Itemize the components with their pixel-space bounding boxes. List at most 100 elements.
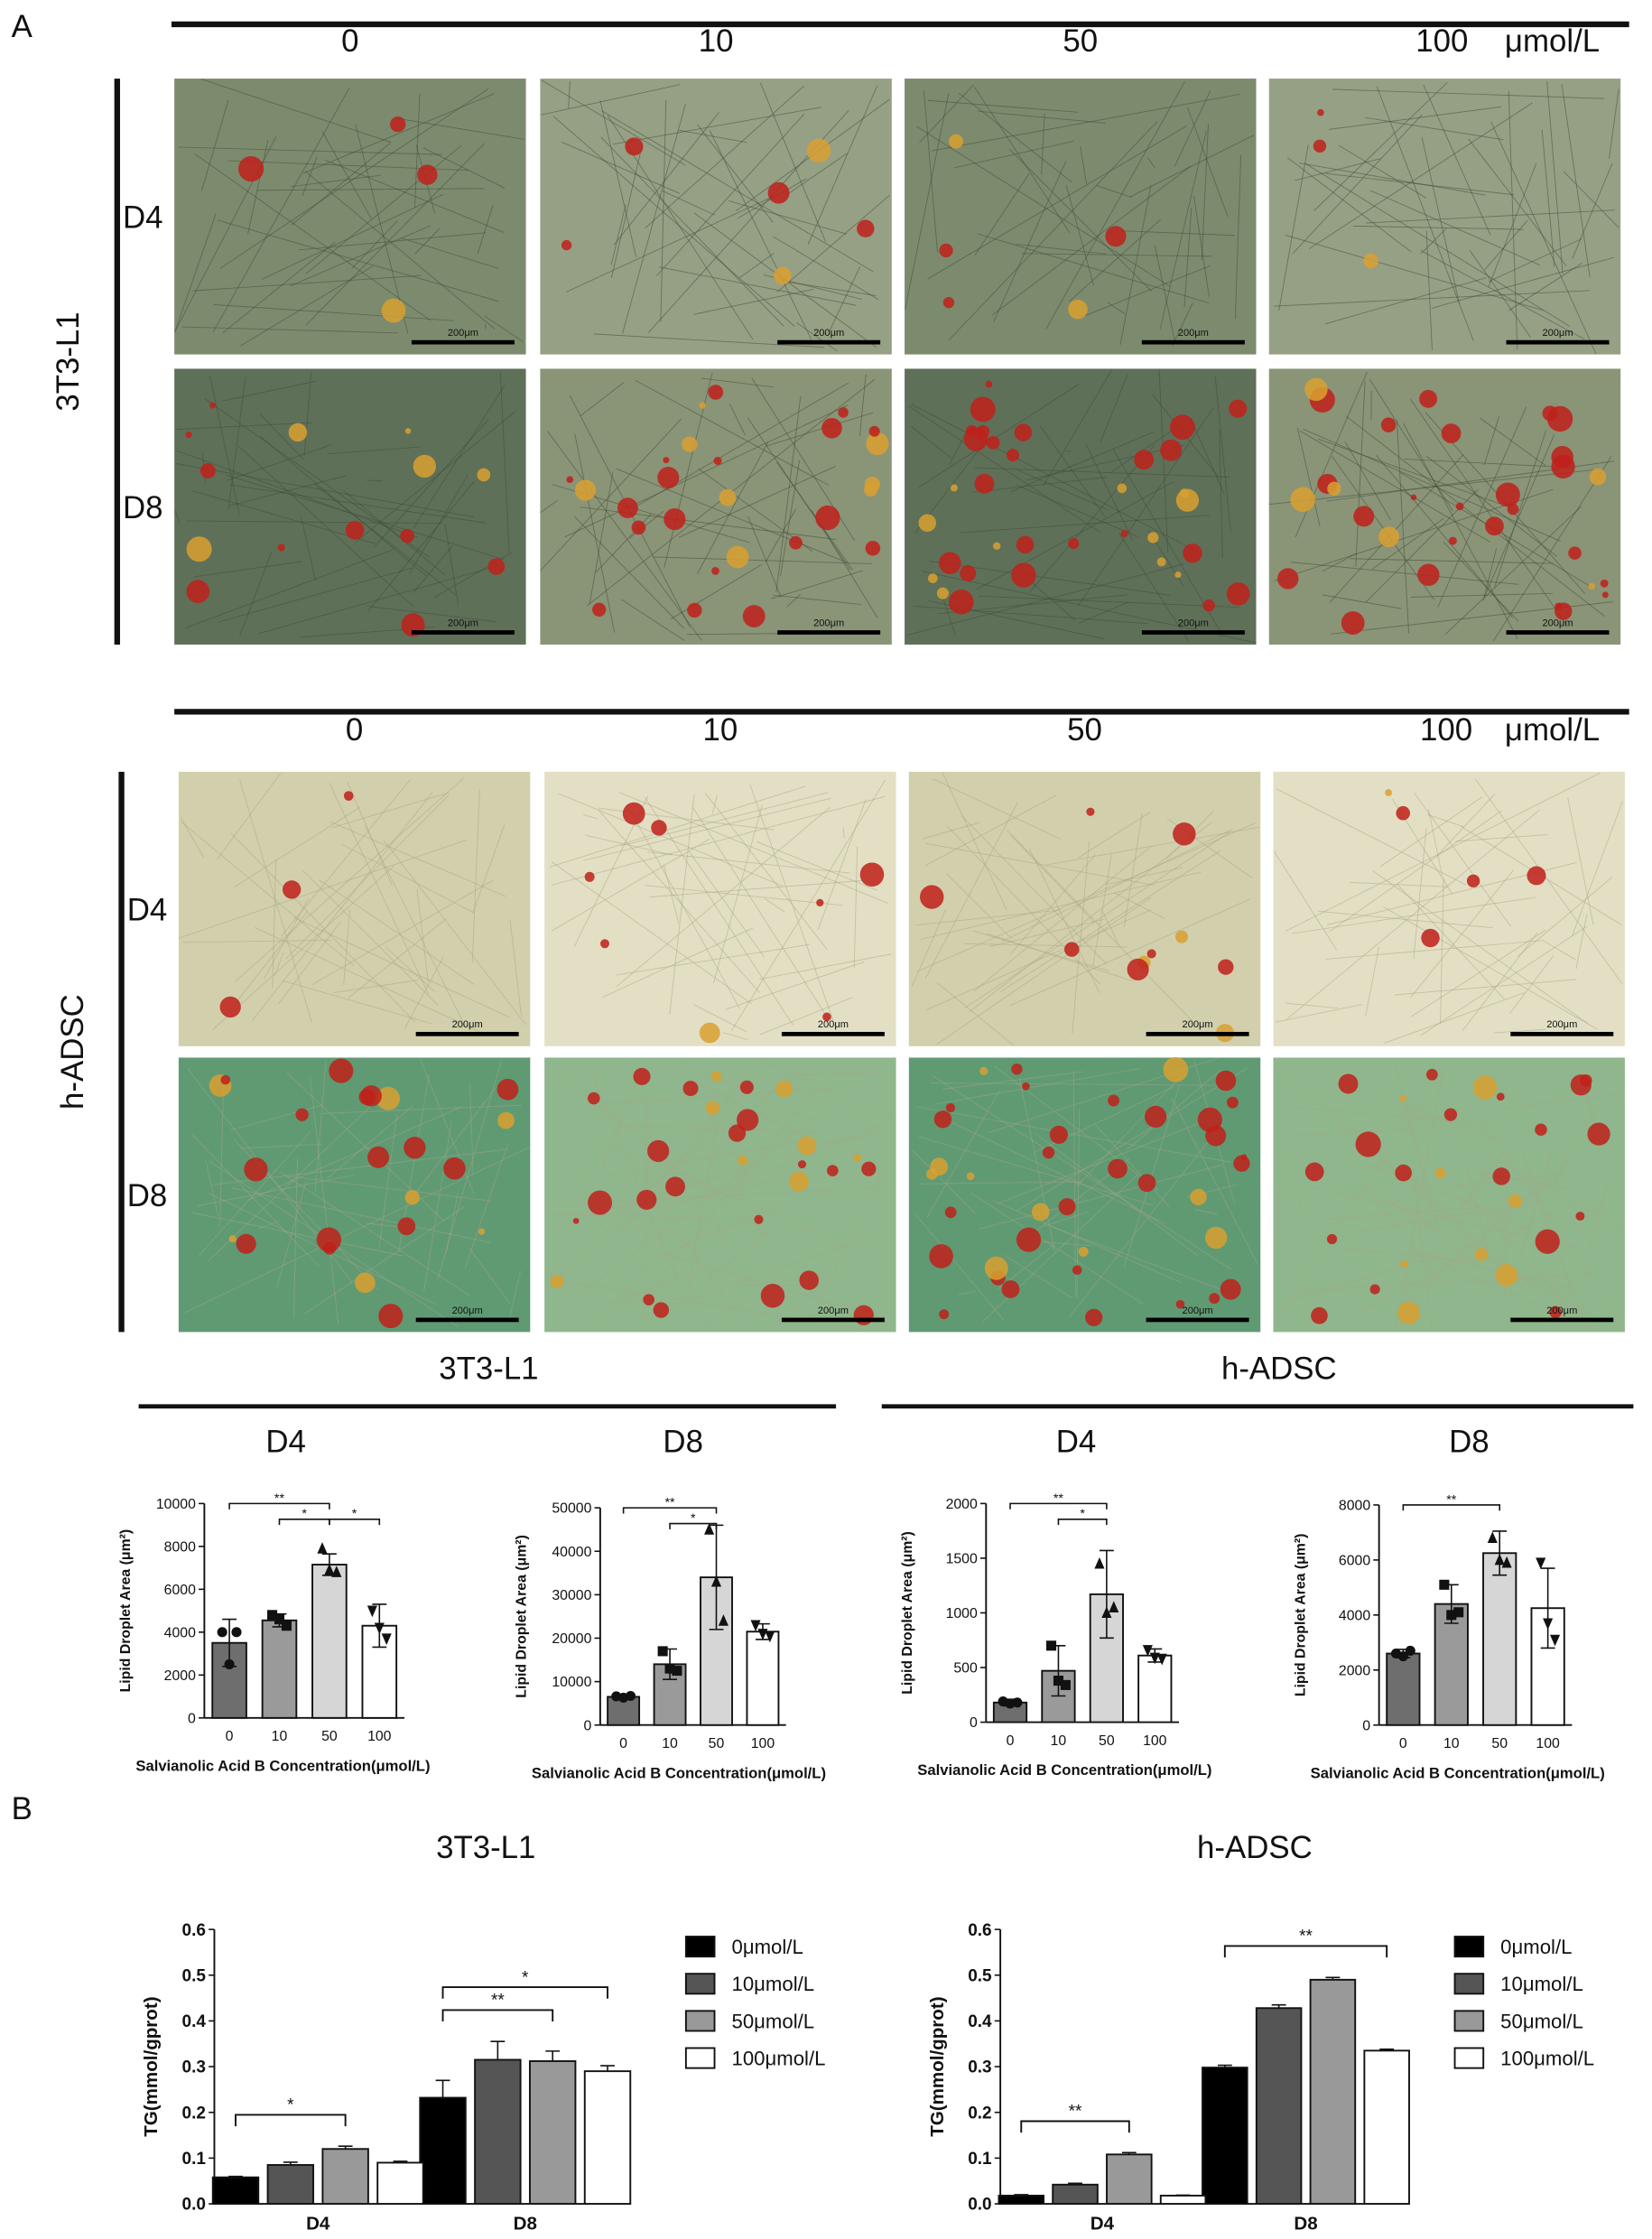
cell-texture: [1008, 148, 1153, 293]
cell-texture: [937, 982, 1014, 1046]
cell-texture: [688, 850, 766, 958]
cell-texture: [708, 1230, 769, 1279]
cell-texture: [274, 952, 284, 977]
cell-texture: [282, 980, 432, 1025]
cell-texture: [1480, 417, 1546, 467]
legend-swatch: [684, 2010, 716, 2032]
y-axis-label: Lipid Droplet Area (μm²): [1293, 1534, 1308, 1697]
lipid-droplet: [1419, 389, 1438, 408]
cell-texture: [992, 1200, 1182, 1284]
cell-texture: [639, 1090, 814, 1304]
cell-texture: [1378, 1184, 1481, 1271]
lipid-droplet: [1588, 582, 1595, 590]
cell-texture: [227, 377, 246, 510]
lipid-droplet: [985, 380, 993, 388]
cell-texture: [974, 173, 1030, 255]
cell-texture: [367, 605, 497, 623]
cell-texture: [231, 1187, 491, 1243]
scale-bar-label: 200μm: [813, 618, 844, 628]
lipid-droplet: [865, 541, 881, 556]
lipid-droplet: [400, 528, 414, 543]
lipid-droplet: [1290, 487, 1315, 513]
cell-texture: [957, 1290, 977, 1296]
cell-texture: [1295, 158, 1381, 181]
lipid-droplet: [918, 514, 937, 532]
cell-texture: [1407, 1110, 1625, 1230]
lipid-droplet: [443, 1157, 466, 1180]
data-point: [1149, 1652, 1160, 1665]
cell-texture: [302, 869, 439, 1006]
cell-texture: [1462, 1153, 1504, 1207]
lipid-droplet: [1441, 423, 1462, 443]
cell-texture: [413, 385, 506, 529]
significance-label: *: [522, 1968, 529, 1987]
scale-bar: [781, 1031, 885, 1036]
cell-texture: [1080, 145, 1088, 185]
lipid-droplet: [939, 243, 953, 258]
lipid-droplet: [1378, 526, 1399, 548]
cell-texture: [1462, 932, 1538, 1031]
cell-texture: [629, 809, 740, 1009]
lipid-droplet: [1551, 445, 1573, 469]
y-tick-label: 0.6: [968, 1921, 991, 1940]
cell-texture: [540, 499, 558, 514]
cell-texture: [606, 1140, 801, 1175]
cell-texture: [1045, 81, 1185, 330]
cell-texture: [1457, 1184, 1582, 1322]
lipid-droplet: [974, 473, 995, 494]
y-tick-label: 0.4: [968, 2012, 992, 2031]
cell-texture: [1484, 220, 1528, 270]
error-bar: [1492, 1530, 1508, 1576]
scale-bar-label: 200μm: [1542, 328, 1573, 339]
cell-texture: [1035, 1133, 1199, 1257]
cell-texture: [1273, 850, 1338, 951]
y-tick-label: 0: [584, 1718, 592, 1733]
lipid-droplet: [979, 1066, 988, 1075]
lipid-droplet: [244, 1157, 268, 1182]
error-bar: [1175, 2194, 1191, 2197]
bar: [211, 2176, 260, 2206]
cell-texture: [589, 471, 614, 604]
x-tick-label: 100: [1536, 1736, 1560, 1751]
lipid-droplet: [838, 407, 849, 418]
cell-texture: [216, 772, 282, 860]
cell-texture: [635, 379, 830, 486]
bar: [474, 2058, 522, 2206]
cell-texture: [1352, 225, 1524, 230]
cell-texture: [1355, 380, 1366, 567]
cell-texture: [602, 927, 754, 999]
cell-texture: [1508, 263, 1582, 311]
cell-texture: [918, 1136, 1155, 1206]
significance-bracket: [441, 1986, 608, 1999]
cell-texture: [219, 88, 489, 269]
cell-texture: [1123, 813, 1143, 927]
lipid-droplet: [986, 435, 1000, 450]
cell-texture: [437, 1057, 503, 1279]
cell-texture: [230, 1104, 322, 1131]
cell-texture: [1278, 144, 1309, 311]
cell-texture: [678, 465, 836, 538]
lipid-droplet: [1014, 423, 1033, 441]
cell-texture: [1425, 455, 1557, 557]
lipid-droplet: [1363, 253, 1378, 269]
cell-texture: [1490, 121, 1597, 355]
significance-label: **: [491, 1992, 505, 2011]
lipid-droplet: [1117, 483, 1128, 494]
cell-texture: [649, 879, 871, 898]
cell-texture: [948, 120, 1158, 341]
cell-texture: [1017, 469, 1109, 510]
cell-texture: [1409, 398, 1568, 627]
cell-texture: [484, 315, 524, 343]
lipid-droplet: [789, 535, 803, 550]
unit-label: μmol/L: [1505, 23, 1600, 59]
y-axis-label: Lipid Droplet Area (μm²): [900, 1531, 915, 1695]
legend-label: 50μmol/L: [732, 2010, 815, 2032]
y-tick-label: 0: [188, 1711, 196, 1726]
data-point: [1045, 1640, 1057, 1651]
cell-texture: [416, 888, 429, 982]
cell-texture: [786, 593, 802, 608]
lipid-droplet: [1304, 377, 1328, 402]
concentration-label: 10: [702, 712, 738, 748]
x-tick-label: D4: [306, 2214, 330, 2234]
lipid-droplet: [950, 484, 958, 492]
